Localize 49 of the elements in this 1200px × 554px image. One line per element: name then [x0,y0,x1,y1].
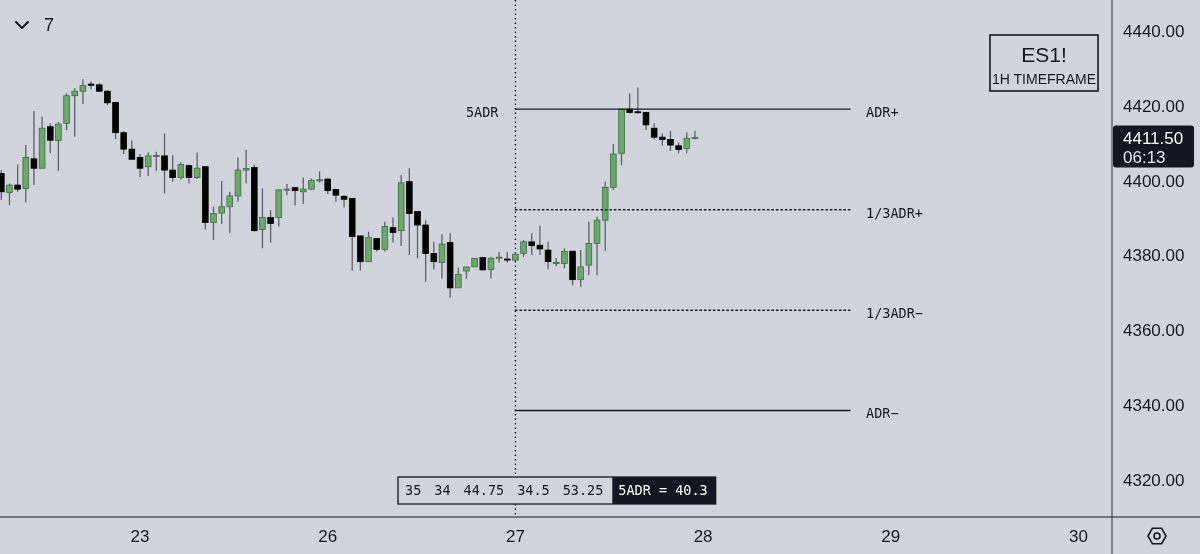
annotation: 53.25 [562,482,604,498]
candlestick [259,187,266,249]
candlestick [47,122,54,154]
candlestick [455,267,462,289]
candlestick [291,187,299,207]
text: 1H TIMEFRAME [992,71,1096,87]
series-label: ADR− [866,405,899,422]
candlestick [136,153,144,178]
candlestick [389,216,397,244]
y-tick-label: 4420.00 [1123,96,1185,116]
x-tick-label: 30 [1069,527,1088,546]
annotation: 7 [44,15,55,35]
x-tick-label: 28 [693,527,713,546]
x-tick-label: 29 [881,527,901,546]
candlestick [585,221,593,276]
candlestick [242,149,250,185]
text: 4411.50 [1123,128,1184,148]
candlestick [267,209,274,244]
y-tick-label: 4340.00 [1123,395,1185,415]
candlestick [495,251,503,264]
annotation: 34.5 [517,482,550,498]
annotation: 35 [405,482,422,498]
candlestick [438,233,446,280]
candlestick [577,249,584,288]
annotation: 5ADR = 40.3 [618,482,708,498]
annotation: 5ADR [465,104,500,121]
candlestick [0,169,5,201]
candlestick [193,151,201,180]
series-label: ADR+ [866,104,899,121]
x-tick-label: 23 [130,527,150,546]
candlestick [14,163,21,193]
annotation: 34 [434,482,451,498]
annotation: 44.75 [463,482,505,498]
candlestick [185,163,193,185]
series-label: 1/3ADR+ [866,204,923,221]
text: 06:13 [1123,147,1166,167]
series-label: 1/3ADR− [866,305,923,322]
y-tick-label: 4360.00 [1123,320,1185,340]
x-tick-label: 26 [318,527,338,546]
candlestick [381,221,389,253]
candlestick [544,241,552,270]
candlestick [487,256,495,280]
y-tick-label: 4380.00 [1123,245,1185,265]
y-tick-label: 4400.00 [1123,171,1185,191]
candlestick [30,110,38,186]
y-tick-label: 4440.00 [1123,21,1185,41]
y-tick-label: 4320.00 [1123,470,1185,490]
text: ES1! [1021,43,1067,66]
x-tick-label: 27 [505,527,525,546]
